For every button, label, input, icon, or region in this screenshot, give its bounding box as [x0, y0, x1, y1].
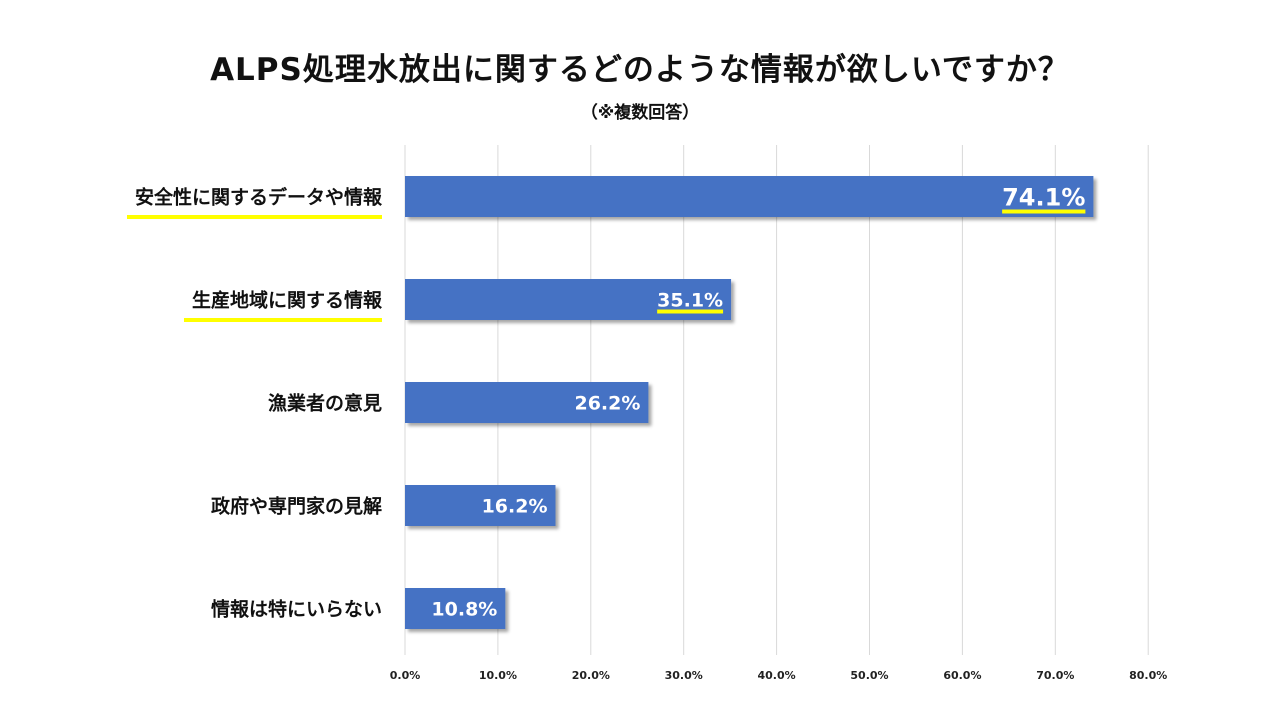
category-label: 漁業者の意見 [268, 392, 382, 415]
category-label: 安全性に関するデータや情報 [135, 186, 383, 209]
category-highlight-underline [183, 318, 382, 322]
value-highlight-underline [1002, 209, 1086, 214]
x-tick-label: 50.0% [850, 669, 888, 682]
category-label: 政府や専門家の見解 [211, 495, 382, 518]
x-tick-label: 70.0% [1036, 669, 1074, 682]
value-label: 74.1% [1002, 184, 1085, 212]
chart-title: ALPS処理水放出に関するどのような情報が欲しいですか？ [210, 52, 1070, 88]
x-tick-label: 40.0% [758, 669, 796, 682]
value-label: 26.2% [574, 393, 640, 415]
x-tick-label: 30.0% [665, 669, 703, 682]
bar [405, 176, 1094, 217]
value-highlight-underline [657, 309, 724, 314]
chart-subtitle: （※複数回答） [580, 103, 700, 123]
bar [405, 485, 556, 526]
x-tick-label: 10.0% [479, 669, 517, 682]
value-label: 16.2% [482, 496, 548, 518]
x-tick-label: 0.0% [390, 669, 421, 682]
category-highlight-underline [126, 215, 382, 219]
category-label: 生産地域に関する情報 [192, 289, 383, 312]
x-tick-label: 60.0% [943, 669, 981, 682]
bar [405, 382, 649, 423]
value-label: 35.1% [657, 290, 723, 312]
bar [405, 588, 506, 629]
value-label: 10.8% [431, 599, 497, 621]
x-tick-label: 20.0% [572, 669, 610, 682]
x-tick-label: 80.0% [1129, 669, 1167, 682]
category-label: 情報は特にいらない [211, 598, 382, 621]
